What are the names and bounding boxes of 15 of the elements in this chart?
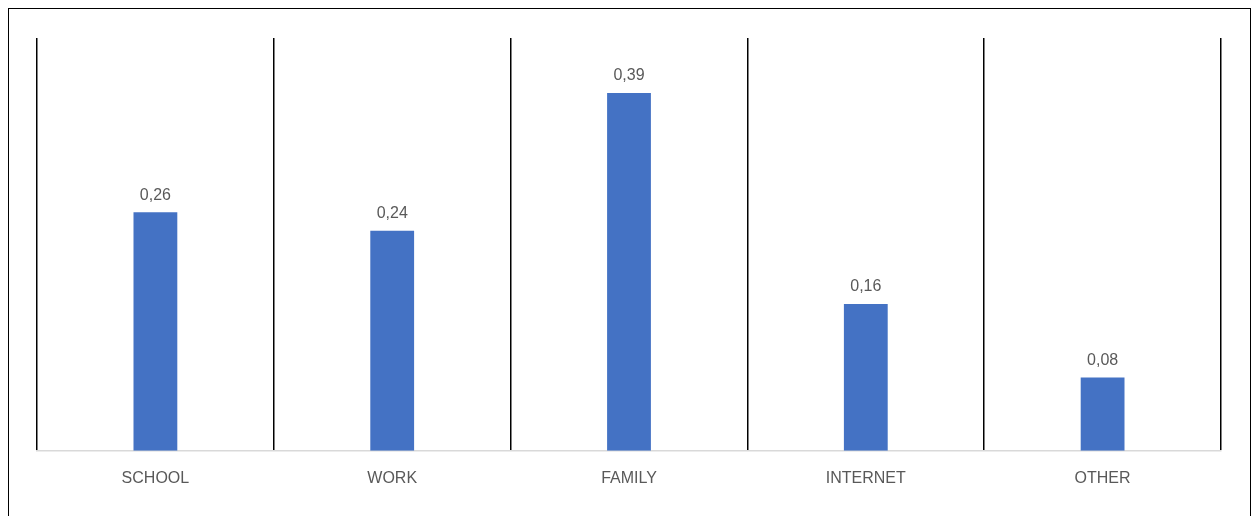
x-tick-label: FAMILY: [601, 468, 658, 486]
data-label: 0,39: [613, 66, 645, 84]
data-label: 0,24: [376, 204, 408, 222]
x-tick-label: WORK: [367, 468, 418, 486]
data-label: 0,26: [139, 185, 172, 203]
x-tick-label: OTHER: [1074, 468, 1131, 486]
bar: [1080, 377, 1125, 451]
x-tick-label: SCHOOL: [121, 468, 190, 486]
bar: [133, 212, 178, 451]
bar: [607, 93, 651, 451]
x-tick-label: INTERNET: [825, 468, 907, 486]
bar: [843, 304, 888, 451]
data-label: 0,08: [1087, 350, 1119, 368]
data-label: 0,16: [850, 277, 882, 295]
bar: [370, 230, 415, 451]
